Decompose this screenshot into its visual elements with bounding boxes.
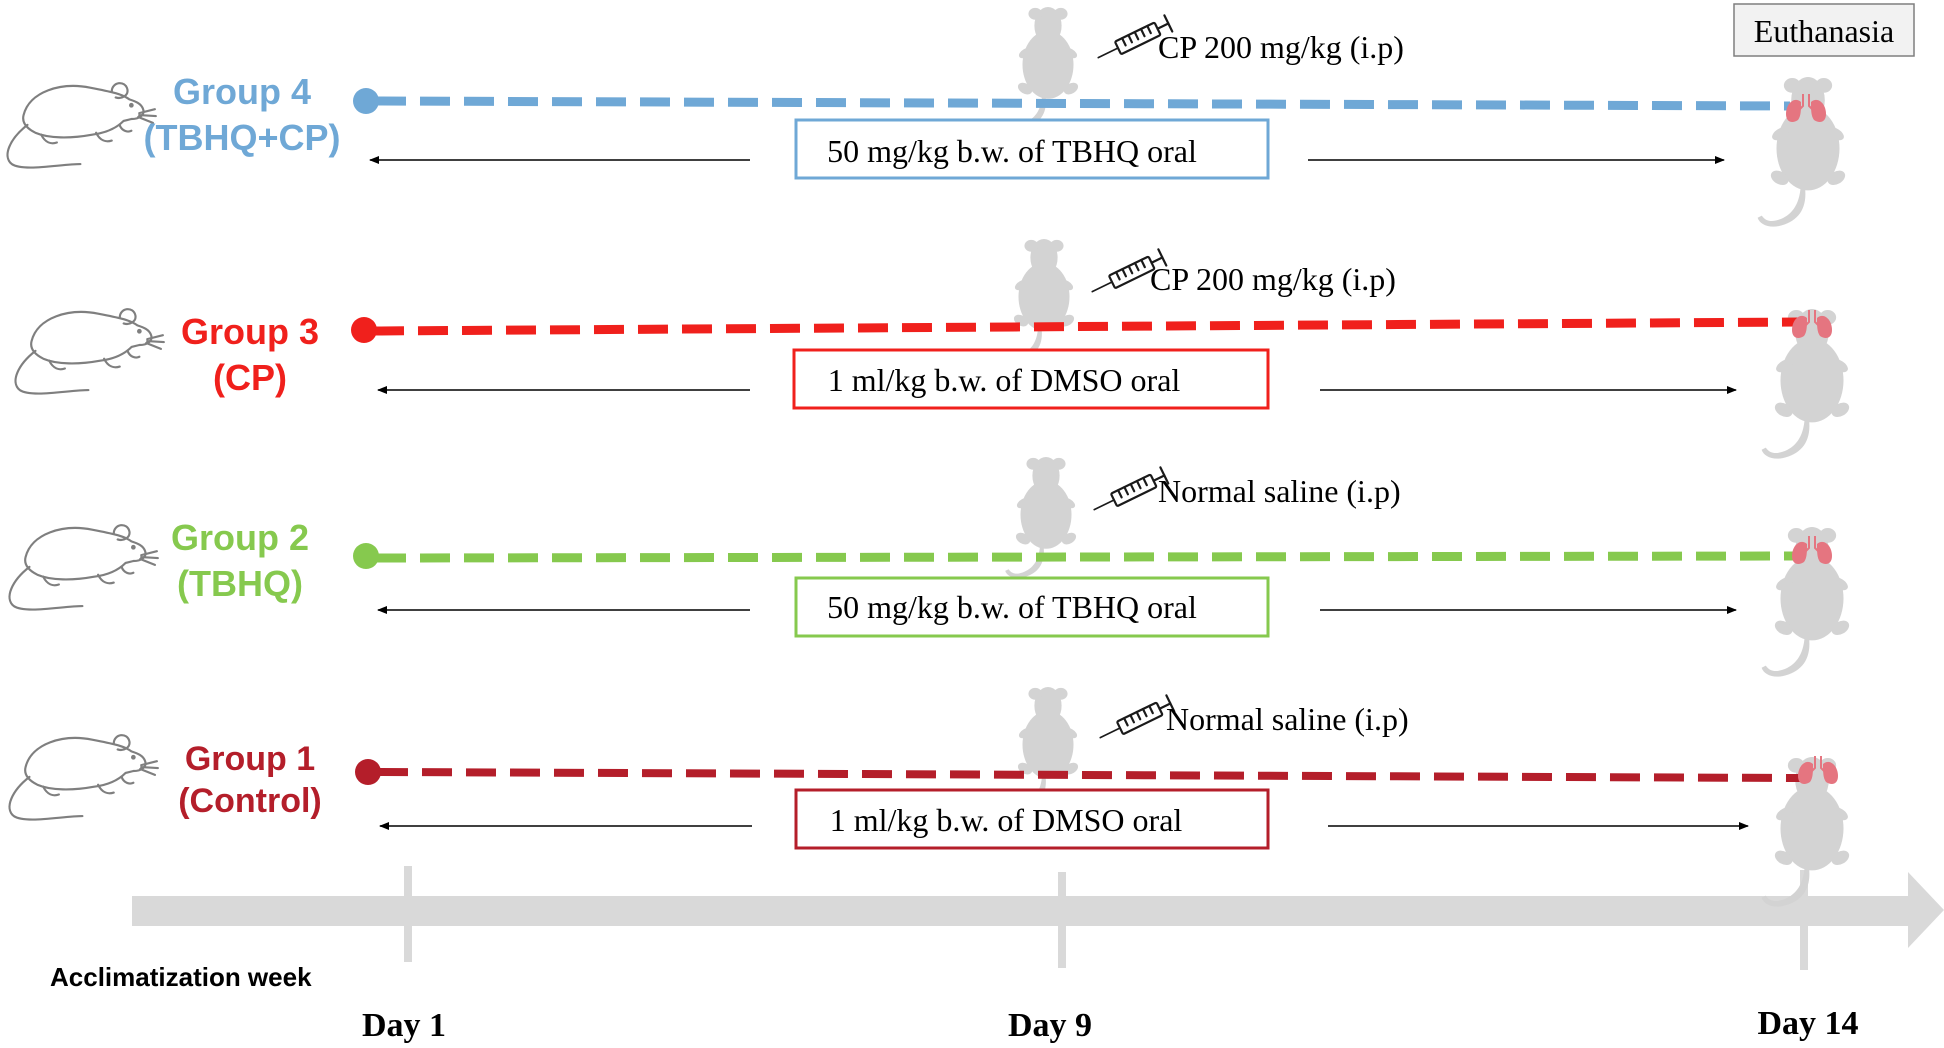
timeline-tick-day-14 [1800,870,1808,970]
group-2-oral-box [794,576,1270,638]
syringe-icon [1095,694,1176,747]
group-3-timeline [373,317,1801,336]
euthanasia-box: Euthanasia [1733,3,1915,57]
rat-icon [6,82,157,169]
timeline-axis: Acclimatization week Day 1 Day 9 Day 14 [50,866,1944,1044]
day-9-label: Day 9 [1008,1007,1092,1044]
group-4-start-dot [353,88,379,114]
group-4-oral-treatment: 50 mg/kg b.w. of TBHQ oral [827,133,1197,169]
group-2-injection: Normal saline (i.p) [1158,473,1401,509]
group-4-name: Group 4 [173,71,311,112]
rat-icon [8,734,159,821]
group-3-name: Group 3 [181,311,319,352]
group-2-subtitle: (TBHQ) [177,563,303,604]
group-1-start-dot [355,759,381,785]
group-2-start-dot [353,543,379,569]
group-3-start-dot [351,317,377,343]
group-1-row: Group 1 (Control) Normal saline (i.p) 1 … [8,687,1852,907]
group-3-oral-treatment: 1 ml/kg b.w. of DMSO oral [828,362,1181,398]
group-1-oral-box [794,788,1270,850]
group-4-timeline [375,96,1791,111]
group-2-oral-treatment: 50 mg/kg b.w. of TBHQ oral [827,589,1197,625]
rat-icon [8,524,159,611]
acclimatization-label: Acclimatization week [50,962,312,992]
group-2-timeline [375,551,1799,563]
group-1-oral-treatment: 1 ml/kg b.w. of DMSO oral [830,802,1183,838]
group-4-row: Group 4 (TBHQ+CP) CP 200 mg/kg (i.p) 50 … [6,6,1848,227]
timeline-tick-day-1 [404,866,412,962]
group-3-row: Group 3 (CP) CP 200 mg/kg (i.p) 1 ml/kg … [14,239,1852,459]
day-14-label: Day 14 [1757,1005,1858,1042]
mouse-silhouette-icon [1761,309,1852,459]
group-4-subtitle: (TBHQ+CP) [144,117,341,158]
group-1-injection: Normal saline (i.p) [1166,701,1409,737]
group-3-injection: CP 200 mg/kg (i.p) [1150,261,1396,297]
group-1-subtitle: (Control) [178,782,322,820]
syringe-icon [1089,466,1170,519]
group-1-name: Group 1 [185,740,315,778]
group-1-timeline [377,768,1801,782]
rat-icon [14,308,165,395]
timeline-arrow [132,872,1944,948]
timeline-tick-day-9 [1058,872,1066,968]
group-4-oral-box [794,118,1270,180]
mouse-silhouette-icon [1007,6,1081,129]
group-3-oral-box [792,348,1270,410]
group-2-row: Group 2 (TBHQ) Normal saline (i.p) 50 mg… [8,457,1852,677]
group-3-subtitle: (CP) [213,357,287,398]
group-4-injection: CP 200 mg/kg (i.p) [1158,29,1404,65]
day-1-label: Day 1 [362,1007,446,1044]
mouse-silhouette-icon [1003,239,1077,361]
euthanasia-label: Euthanasia [1754,13,1894,49]
group-2-name: Group 2 [171,517,309,558]
